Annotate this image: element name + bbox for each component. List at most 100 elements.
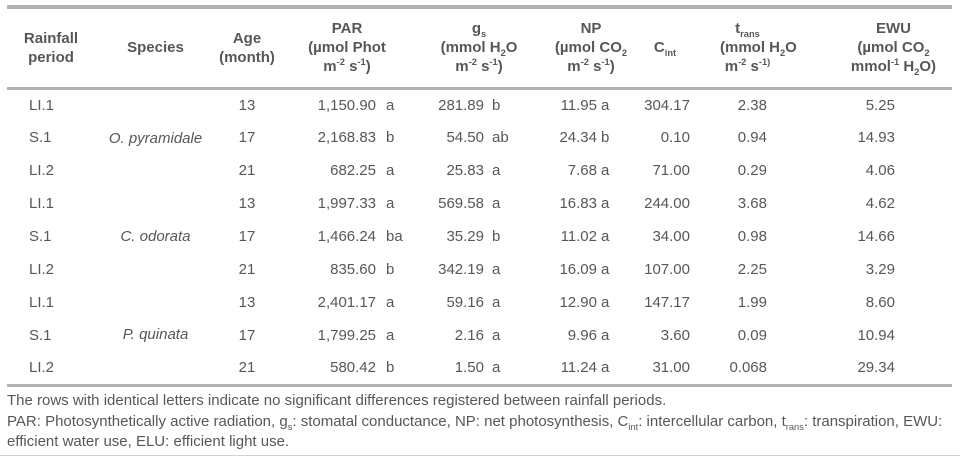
species-cell: P. quinata	[122, 326, 189, 344]
trans-value: 0.068	[729, 359, 767, 377]
age-cell: 13	[238, 96, 256, 114]
cint-value: 304.17	[644, 96, 690, 114]
table-row: LI.2 21 580.42 b 1.50 a 11.24 a 31.00 0.068 29.34	[7, 352, 952, 385]
trans-value: 2.25	[737, 261, 767, 278]
cint-value: 0.10	[660, 129, 690, 146]
par-letter: a	[386, 195, 395, 212]
gs-value: 1.50	[454, 359, 484, 377]
gs-letter: a	[492, 359, 501, 377]
np-letter: a	[601, 162, 610, 179]
par-letter: ba	[386, 228, 403, 245]
cint-value: 107.00	[644, 261, 690, 278]
col-header-cint: Cint	[640, 7, 700, 90]
trans-value: 0.09	[737, 327, 767, 344]
table-row: LI.2 21 835.60 b 342.19 a 16.09 a 107.00 2.25 3.29	[7, 253, 952, 286]
age-cell: 21	[238, 162, 256, 179]
par-value: 1,799.25	[317, 327, 376, 344]
gs-value: 2.16	[454, 327, 484, 344]
table-row: S.1 17 1,799.25 a 2.16 a 9.96 a 3.60 0.09 10.94	[7, 319, 952, 352]
gs-value: 25.83	[446, 162, 484, 179]
par-value: 1,150.90	[317, 96, 376, 114]
np-letter: a	[601, 195, 610, 212]
data-table: Rainfall period Species Age (month) PAR (µm…	[7, 5, 952, 387]
par-value: 2,401.17	[317, 294, 376, 311]
table-row: LI.1 C. odorata 13 1,997.33 a 569.58 a 16.83 a 24…	[7, 187, 952, 245]
np-letter: a	[601, 294, 610, 311]
gs-value: 35.29	[446, 228, 484, 245]
footnote-significance: The rows with identical letters indicate…	[7, 391, 667, 409]
age-cell: 17	[238, 327, 256, 344]
ewu-value: 14.66	[857, 228, 895, 245]
gs-value: 281.89	[438, 96, 484, 114]
cint-value: 244.00	[644, 195, 690, 212]
np-value: 16.09	[559, 261, 597, 278]
np-letter: a	[601, 228, 610, 245]
period-cell: LI.1	[29, 195, 55, 212]
col-header-species: Species	[95, 7, 216, 90]
species-cell: C. odorata	[120, 228, 191, 245]
table-row: S.1 17 1,466.24 ba 35.29 b 11.02 a 34.00 0.98 14.6…	[7, 220, 952, 253]
age-cell: 21	[238, 359, 256, 377]
par-value: 580.42	[330, 359, 376, 377]
ewu-value: 10.94	[857, 327, 895, 344]
footnote-abbreviations: PAR: Photosynthetically active radiation…	[7, 412, 943, 450]
age-cell: 13	[238, 294, 256, 311]
col-header-rainfall-period: Rainfall period	[7, 7, 95, 90]
ewu-value: 4.62	[865, 195, 895, 212]
table-row: LI.1 P. quinata 13 2,401.17 a 59.16 a 12.90 a 147…	[7, 286, 952, 343]
gs-letter: ab	[492, 129, 509, 146]
age-cell: 13	[238, 195, 256, 212]
par-value: 2,168.83	[317, 129, 376, 146]
col-header-np: NP (µmol CO2 m-2 s-1)	[542, 7, 640, 90]
period-cell: LI.2	[29, 261, 55, 278]
par-letter: b	[386, 359, 395, 377]
gs-value: 342.19	[438, 261, 484, 278]
period-cell: S.1	[29, 327, 52, 344]
age-cell: 21	[238, 261, 256, 278]
trans-value: 0.98	[737, 228, 767, 245]
par-value: 682.25	[330, 162, 376, 179]
np-letter: a	[601, 359, 610, 377]
col-header-par: PAR (µmol Phot m-2 s-1)	[278, 7, 416, 90]
gs-value: 59.16	[446, 294, 484, 311]
ewu-value: 5.25	[865, 96, 895, 114]
gs-value: 569.58	[438, 195, 484, 212]
np-value: 11.24	[560, 359, 597, 377]
cint-value: 3.60	[660, 327, 690, 344]
np-letter: b	[601, 129, 610, 146]
np-value: 12.90	[559, 294, 597, 311]
header-row: Rainfall period Species Age (month) PAR (µm…	[7, 7, 952, 90]
par-letter: a	[386, 96, 395, 114]
ewu-value: 29.34	[857, 359, 895, 377]
table-body: LI.1 O. pyramidale 13 1,150.90 a 281.89 b 11.95…	[7, 88, 952, 385]
period-cell: LI.1	[29, 294, 55, 311]
np-letter: a	[601, 96, 610, 114]
np-value: 11.95	[560, 96, 597, 114]
np-letter: a	[601, 327, 610, 344]
cint-value: 147.17	[644, 294, 690, 311]
np-value: 16.83	[559, 195, 597, 212]
table-row: LI.2 21 682.25 a 25.83 a 7.68 a 71.00 0.29 4.06	[7, 154, 952, 187]
period-cell: S.1	[29, 228, 52, 245]
gs-value: 54.50	[446, 129, 484, 146]
species-cell: O. pyramidale	[108, 129, 203, 147]
gs-letter: a	[492, 261, 501, 278]
ewu-value: 14.93	[857, 129, 895, 146]
trans-value: 3.68	[737, 195, 767, 212]
par-value: 1,466.24	[317, 228, 376, 245]
trans-value: 1.99	[737, 294, 767, 311]
table-row: LI.1 O. pyramidale 13 1,150.90 a 281.89 b 11.95…	[7, 88, 952, 147]
par-letter: a	[386, 327, 395, 344]
col-header-gs: gs (mmol H2O m-2 s-1)	[416, 7, 542, 90]
age-cell: 17	[238, 228, 256, 245]
col-header-trans: trans (mmol H2O m-2 s-1)	[700, 7, 797, 90]
gs-letter: a	[492, 327, 501, 344]
cint-value: 71.00	[652, 162, 690, 179]
trans-value: 0.94	[737, 129, 767, 146]
ewu-value: 3.29	[865, 261, 895, 278]
par-letter: b	[386, 261, 395, 278]
np-letter: a	[601, 261, 610, 278]
table-footnotes: The rows with identical letters indicate…	[7, 387, 952, 452]
trans-value: 0.29	[737, 162, 767, 179]
table-row: S.1 17 2,168.83 b 54.50 ab 24.34 b 0.10 0.94 14.93	[7, 121, 952, 154]
